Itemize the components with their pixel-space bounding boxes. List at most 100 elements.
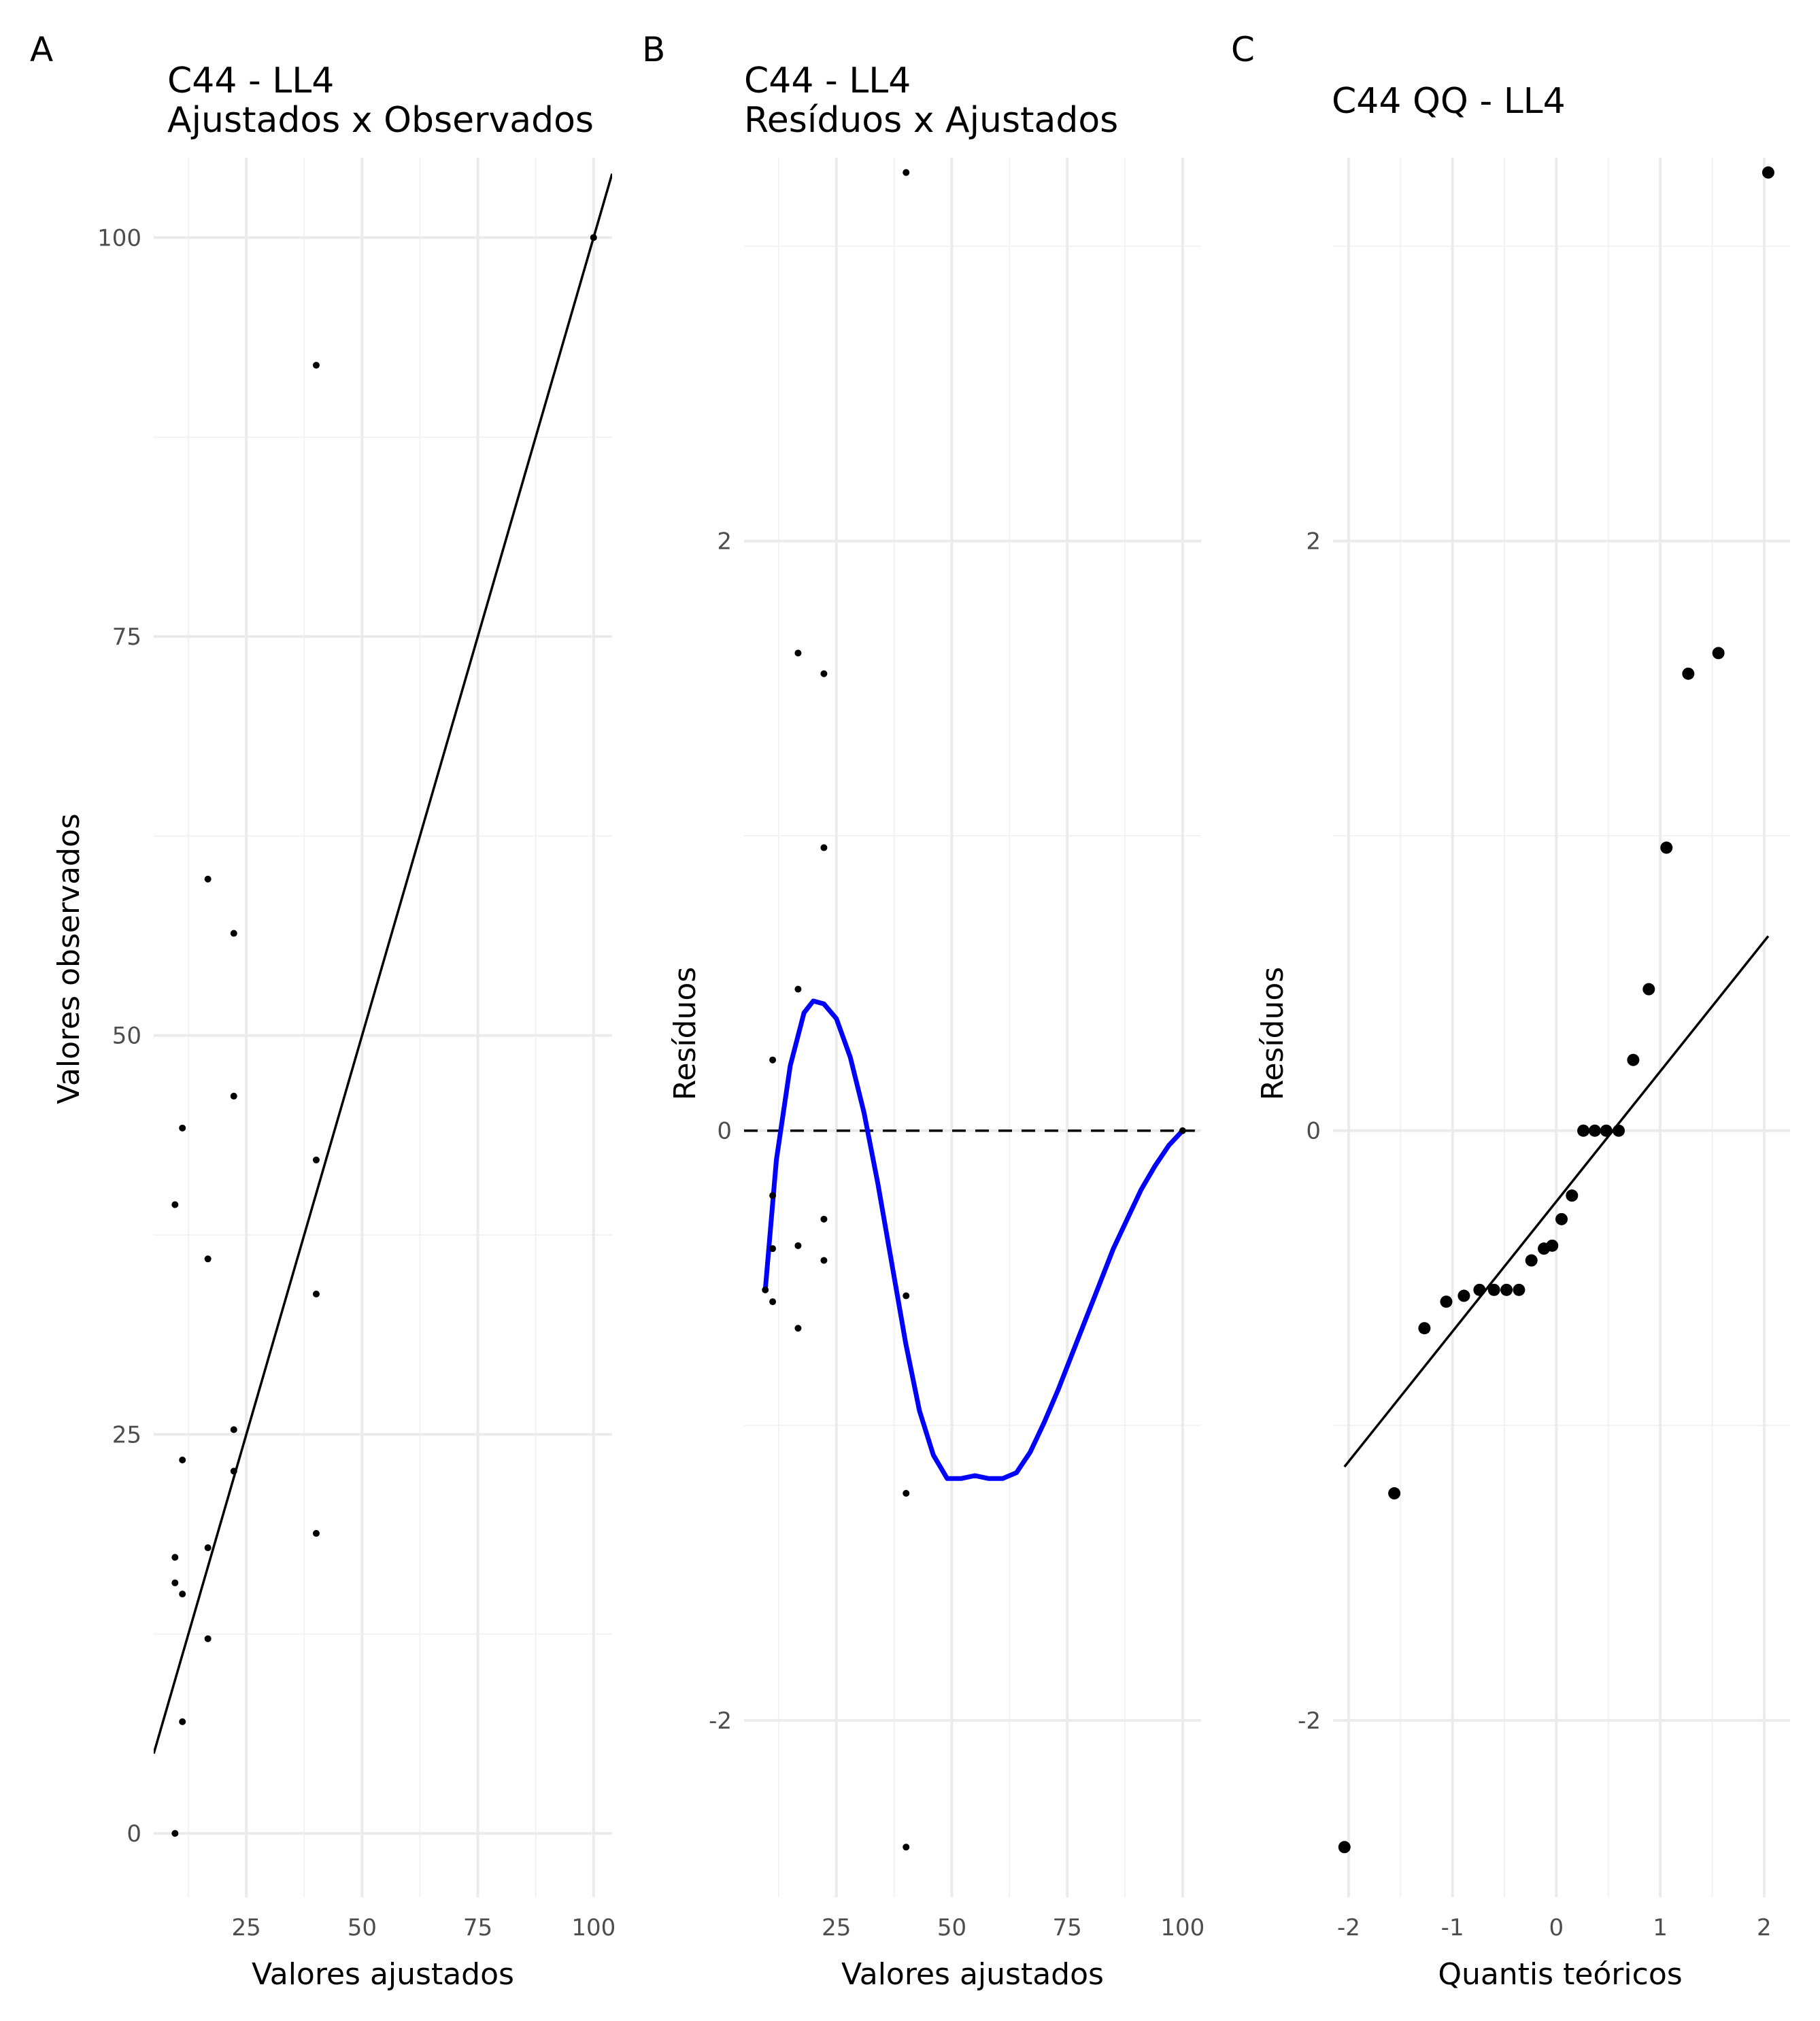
data-point [1682, 667, 1695, 680]
x-tick-label: 50 [348, 1914, 377, 1941]
data-point [179, 1591, 186, 1598]
data-point [312, 362, 320, 369]
data-point [312, 1290, 320, 1297]
data-point [820, 670, 828, 677]
tick-labels: 25 50 75 100 0 25 50 75 100 [97, 224, 616, 1941]
data-point [179, 1456, 186, 1463]
data-point [204, 1544, 212, 1552]
data-point [171, 1830, 179, 1837]
x-axis-title: Valores ajustados [252, 1957, 514, 1992]
data-point [820, 1257, 828, 1264]
data-point [204, 1635, 212, 1642]
data-points [762, 169, 1186, 1851]
data-point [1473, 1283, 1486, 1296]
y-tick-label: 25 [112, 1421, 141, 1448]
data-point [204, 875, 212, 883]
data-point [1513, 1283, 1526, 1296]
qq-reference-line [1343, 935, 1770, 1468]
data-point [762, 1286, 769, 1293]
data-point [1660, 841, 1673, 854]
data-point [230, 930, 237, 937]
data-point [903, 1844, 910, 1851]
panel-letter: B [642, 30, 665, 69]
data-point [1577, 1124, 1590, 1137]
data-point [1555, 1212, 1568, 1225]
data-point [179, 1124, 186, 1132]
data-point [1566, 1189, 1579, 1202]
y-tick-label: 50 [112, 1023, 141, 1050]
data-point [794, 985, 802, 993]
y-tick-label: 2 [1306, 528, 1321, 556]
data-point [312, 1156, 320, 1164]
x-tick-label: 100 [571, 1914, 616, 1941]
chart-title-line2: Resíduos x Ajustados [744, 100, 1118, 141]
x-tick-label: -1 [1441, 1914, 1464, 1941]
data-point [1525, 1254, 1538, 1267]
y-tick-label: 0 [1306, 1118, 1321, 1145]
x-tick-label: 75 [463, 1914, 492, 1941]
y-tick-label: -2 [709, 1708, 732, 1735]
data-point [1627, 1053, 1640, 1066]
data-point [171, 1201, 179, 1208]
x-tick-label: 75 [1053, 1914, 1082, 1941]
x-tick-label: -2 [1337, 1914, 1360, 1941]
data-point [171, 1554, 179, 1561]
x-tick-label: 100 [1160, 1914, 1204, 1941]
data-point [230, 1426, 237, 1433]
data-point [1440, 1295, 1453, 1308]
smooth-curve [762, 998, 1185, 1481]
data-point [1457, 1289, 1470, 1302]
panel-letter: A [30, 30, 53, 69]
panel-c: C C44 QQ - LL4 Quantis teóricos Resíduos… [1231, 30, 1790, 1992]
data-point [204, 1255, 212, 1263]
grid-lines [154, 158, 612, 1897]
data-point [1762, 166, 1774, 179]
data-point [171, 1579, 179, 1586]
data-point [1613, 1124, 1625, 1137]
data-point [794, 1325, 802, 1332]
x-axis-title: Quantis teóricos [1438, 1957, 1682, 1992]
data-point [794, 649, 802, 657]
data-point [1588, 1124, 1601, 1137]
data-point [769, 1245, 777, 1253]
y-axis-title: Resíduos [668, 967, 703, 1100]
chart-title-line2: Ajustados x Observados [167, 100, 594, 141]
chart-title-line1: C44 QQ - LL4 [1332, 81, 1566, 122]
data-point [903, 1490, 910, 1497]
data-point [230, 1092, 237, 1100]
data-points [1338, 166, 1774, 1854]
y-tick-label: 2 [717, 528, 732, 556]
data-point [820, 844, 828, 851]
data-point [769, 1192, 777, 1200]
data-point [1642, 983, 1655, 996]
reference-lines [744, 998, 1195, 1481]
x-tick-label: 50 [937, 1914, 966, 1941]
data-point [1487, 1283, 1500, 1296]
y-tick-label: 0 [127, 1820, 141, 1848]
x-tick-label: 25 [232, 1914, 261, 1941]
chart-title-line1: C44 - LL4 [744, 61, 911, 101]
data-point [1500, 1283, 1513, 1296]
data-point [312, 1529, 320, 1537]
grid-lines [1333, 158, 1790, 1897]
data-point [1600, 1124, 1613, 1137]
y-tick-label: 0 [717, 1118, 732, 1145]
reference-lines [1343, 935, 1770, 1468]
data-point [1338, 1841, 1351, 1854]
x-tick-label: 2 [1757, 1914, 1772, 1941]
reference-lines [154, 173, 612, 1754]
identity-line [154, 173, 612, 1754]
panel-a: A C44 - LL4 Ajustados x Observados Valor… [30, 30, 616, 1992]
data-point [820, 1215, 828, 1223]
x-tick-label: 1 [1653, 1914, 1668, 1941]
panel-letter: C [1231, 30, 1255, 69]
data-point [1179, 1127, 1186, 1134]
y-tick-label: 75 [112, 624, 141, 651]
tick-labels: 25 50 75 100 -2 0 2 [709, 528, 1204, 1941]
data-point [1418, 1322, 1431, 1335]
chart-title-line1: C44 - LL4 [167, 61, 334, 101]
tick-labels: -2 -1 0 1 2 -2 0 2 [1298, 528, 1772, 1941]
y-axis-title: Resíduos [1256, 967, 1290, 1100]
data-point [794, 1242, 802, 1249]
